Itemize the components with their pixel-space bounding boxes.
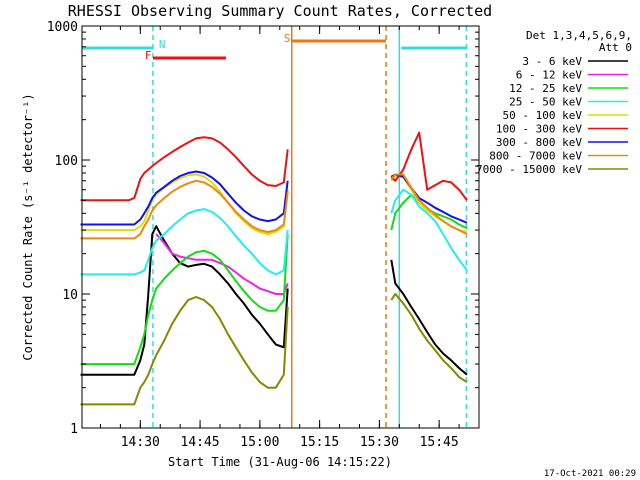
legend-header-detectors: Det 1,3,4,5,6,9, — [526, 29, 632, 42]
y-axis: 1 10 100 1000 — [47, 20, 479, 437]
chart-title: RHESSI Observing Summary Count Rates, Co… — [68, 2, 492, 20]
series-line-1 — [155, 233, 289, 295]
legend-label-4: 50 - 100 keV — [503, 109, 583, 122]
flag-label-n: N — [159, 38, 166, 51]
x-tick-label-5: 15:45 — [420, 435, 459, 450]
legend-label-5: 100 - 300 keV — [496, 123, 582, 136]
x-tick-label-1: 14:45 — [181, 435, 220, 450]
y-axis-label: Corrected Count Rate (s⁻¹ detector⁻¹) — [21, 93, 35, 360]
x-axis-label: Start Time (31-Aug-06 14:15:22) — [168, 455, 392, 469]
y-tick-label-1: 10 — [62, 288, 78, 303]
series-line-8 — [80, 296, 289, 406]
series-line-6 — [80, 170, 289, 226]
x-tick-label-3: 15:15 — [300, 435, 339, 450]
y-tick-label-3: 1000 — [47, 20, 78, 35]
legend-label-2: 12 - 25 keV — [509, 82, 582, 95]
legend-label-6: 300 - 800 keV — [496, 136, 582, 149]
series-line-8-after-gap — [390, 293, 468, 383]
flag-label-s: S — [284, 32, 291, 45]
plot-frame — [81, 25, 480, 429]
x-tick-label-2: 15:00 — [240, 435, 279, 450]
series-line-3-after-gap — [390, 188, 468, 271]
x-tick-label-0: 14:30 — [121, 435, 160, 450]
flag-label-f: F — [145, 49, 152, 62]
series-line-5 — [80, 136, 289, 202]
series-line-0-after-gap — [390, 259, 468, 376]
series-line-0 — [80, 225, 289, 376]
x-axis: 14:30 14:45 15:00 15:15 15:30 15:45 — [99, 26, 460, 450]
legend-header-attenuator: Att 0 — [599, 41, 632, 54]
legend-label-8: 7000 - 15000 keV — [476, 163, 582, 176]
series-line-3 — [80, 208, 289, 276]
series-line-5-after-gap — [390, 131, 468, 201]
series-line-7-after-gap — [390, 173, 468, 235]
series-line-7 — [80, 179, 289, 240]
series-line-2 — [80, 234, 289, 366]
series-line-6-after-gap — [390, 173, 468, 224]
x-tick-label-4: 15:30 — [360, 435, 399, 450]
legend-label-7: 800 - 7000 keV — [489, 150, 582, 163]
legend-label-0: 3 - 6 keV — [522, 55, 582, 68]
series-line-4 — [80, 173, 289, 236]
legend-label-3: 25 - 50 keV — [509, 96, 582, 109]
y-tick-label-0: 1 — [70, 422, 78, 437]
plot-area: NF S — [80, 26, 468, 428]
timestamp: 17-Oct-2021 00:29 — [544, 469, 636, 479]
y-tick-label-2: 100 — [55, 154, 78, 169]
legend-label-1: 6 - 12 keV — [516, 69, 583, 82]
